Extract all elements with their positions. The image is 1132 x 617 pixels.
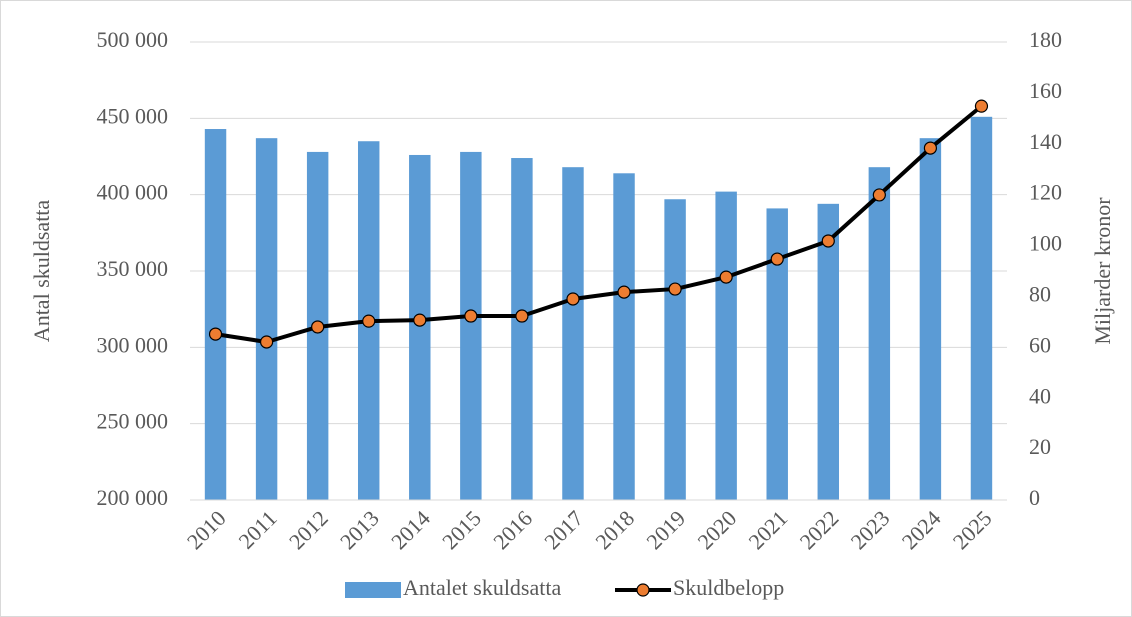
legend-marker: [636, 583, 650, 597]
bar: [919, 138, 942, 500]
legend-label: Skuldbelopp: [673, 575, 784, 600]
legend-swatch: [345, 582, 401, 598]
bar: [255, 138, 278, 500]
bar: [511, 158, 533, 500]
bar: [664, 199, 686, 500]
marker: [515, 309, 529, 323]
marker: [566, 292, 580, 306]
marker: [617, 285, 631, 299]
y2-tick-label: 180: [1029, 27, 1062, 52]
y2-axis-label: Miljarder kronor: [1090, 197, 1115, 345]
y-tick-label: 200 000: [97, 485, 169, 510]
y2-tick-label: 100: [1029, 231, 1062, 256]
marker: [821, 234, 835, 248]
y-tick-label: 250 000: [97, 409, 169, 434]
y-tick-label: 350 000: [97, 256, 169, 281]
bar: [766, 208, 788, 500]
y2-tick-label: 60: [1029, 332, 1051, 357]
y2-tick-label: 160: [1029, 78, 1062, 103]
y-tick-label: 400 000: [97, 180, 169, 205]
y-axis-label: Antal skuldsatta: [29, 200, 54, 343]
marker: [719, 270, 733, 284]
y2-tick-label: 120: [1029, 180, 1062, 205]
bar: [970, 116, 993, 500]
marker: [974, 99, 989, 113]
marker: [668, 282, 682, 296]
y2-tick-label: 140: [1029, 129, 1062, 154]
line: [215, 104, 983, 344]
y2-tick-label: 20: [1029, 434, 1051, 459]
marker: [362, 314, 376, 328]
marker: [923, 141, 938, 155]
bar: [562, 167, 584, 501]
bar: [715, 191, 737, 500]
marker: [872, 188, 886, 202]
legend-label: Antalet skuldsatta: [403, 575, 561, 600]
marker: [259, 335, 274, 349]
marker: [464, 309, 478, 323]
y-tick-label: 300 000: [97, 332, 169, 357]
y2-tick-label: 40: [1029, 383, 1051, 408]
bar: [868, 167, 891, 501]
y2-tick-label: 0: [1029, 485, 1040, 510]
marker: [770, 252, 784, 266]
y2-tick-label: 80: [1029, 281, 1051, 306]
bar: [460, 151, 482, 501]
y-tick-label: 450 000: [97, 103, 169, 128]
bar: [613, 173, 635, 500]
y-tick-label: 500 000: [97, 27, 169, 52]
marker: [311, 320, 325, 334]
marker: [208, 327, 223, 341]
bar: [817, 203, 840, 500]
bar: [409, 154, 431, 500]
marker: [413, 313, 427, 327]
bar: [204, 129, 227, 500]
